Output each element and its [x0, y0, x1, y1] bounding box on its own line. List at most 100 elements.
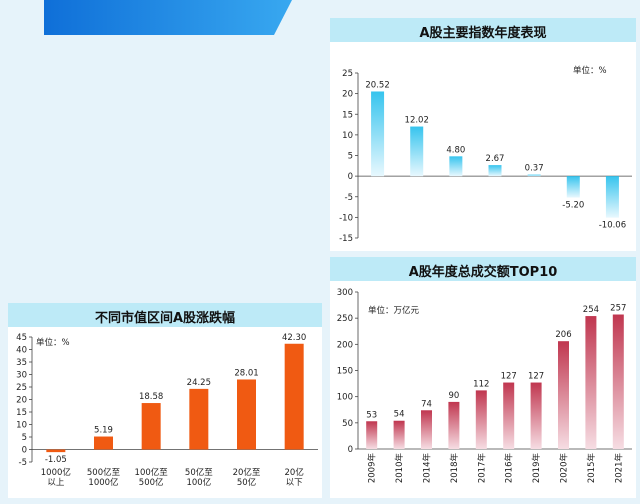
x-tick-label: 2009年	[367, 453, 378, 484]
data-label: -5.20	[562, 201, 584, 211]
x-tick-label: 2018年	[449, 453, 460, 484]
index-chart-title: A股主要指数年度表现	[419, 26, 547, 41]
bar	[527, 174, 541, 177]
x-tick-label: 2014年	[422, 453, 433, 484]
index-title-bar	[330, 18, 636, 42]
bar	[475, 390, 487, 449]
data-label: 90	[448, 391, 459, 401]
data-label: 112	[473, 379, 489, 389]
y-tick-label: 15	[16, 408, 27, 418]
y-tick-label: 0	[348, 445, 353, 455]
data-label: -10.06	[599, 221, 626, 231]
bar	[558, 341, 569, 449]
y-tick-label: -10	[339, 213, 353, 223]
y-tick-label: 5	[348, 152, 353, 162]
marketcap-panel: 不同市值区间A股涨跌幅 单位：% 45 40 35 30 25 20 15 10 5 0 -5 -1.…	[8, 303, 322, 498]
index-chart: 2520151050-5-10-1520.52中证100012.02创业板指4.…	[339, 69, 632, 244]
y-tick-label: 30	[16, 371, 27, 381]
y-tick-label: 10	[342, 131, 353, 141]
x-tick-label: 100亿至	[135, 467, 169, 478]
data-label: 28.01	[234, 368, 258, 378]
bar	[410, 126, 424, 177]
x-tick-label: 1000亿	[41, 467, 71, 478]
volume-unit-label: 单位：万亿元	[368, 306, 420, 316]
x-tick-label: 20亿	[285, 467, 304, 478]
bar	[503, 382, 515, 449]
bar	[585, 316, 597, 449]
bar	[366, 421, 378, 449]
bar	[237, 379, 256, 450]
data-label: 206	[555, 330, 571, 340]
bar	[46, 449, 66, 453]
y-tick-label: 40	[16, 346, 27, 356]
bar	[421, 410, 432, 449]
y-tick-label: 10	[16, 421, 27, 431]
bar	[612, 314, 624, 449]
volume-panel: A股年度总成交额TOP10 单位：万亿元 300 250 200 150 100 50 0 5…	[330, 257, 636, 498]
y-tick-label: 0	[348, 172, 353, 182]
marketcap-title-bar	[8, 303, 322, 327]
y-tick-label: 300	[337, 288, 353, 298]
index-performance-panel: A股主要指数年度表现 单位：% 2520151050-5-10-1520.52中…	[330, 18, 636, 251]
bar	[530, 382, 542, 449]
bar	[94, 436, 113, 450]
x-tick-label: 2010年	[394, 453, 405, 484]
data-label: -1.05	[45, 455, 67, 465]
y-tick-label: 250	[337, 314, 353, 324]
data-label: 12.02	[405, 116, 429, 126]
data-label: 0.37	[525, 164, 544, 174]
x-tick-label: 1000亿	[88, 477, 118, 488]
y-tick-label: 25	[342, 69, 353, 79]
y-tick-label: 15	[342, 110, 353, 120]
data-label: 4.80	[446, 145, 465, 155]
y-tick-label: 20	[342, 90, 353, 100]
data-label: 5.19	[94, 426, 113, 436]
data-label: 53	[366, 410, 377, 420]
x-tick-label: 500亿至	[87, 467, 121, 478]
marketcap-chart-title: 不同市值区间A股涨跌幅	[94, 311, 236, 326]
data-label: 74	[421, 399, 432, 409]
y-tick-label: 100	[337, 393, 353, 403]
data-label: 42.30	[282, 333, 306, 343]
volume-title-bar	[330, 257, 636, 281]
y-tick-label: 150	[337, 367, 353, 377]
data-label: 24.25	[187, 378, 211, 388]
data-label: 257	[610, 304, 626, 314]
y-tick-label: 50	[342, 419, 353, 429]
y-tick-label: 0	[22, 446, 27, 456]
marketcap-unit-label: 单位：%	[36, 338, 70, 348]
data-label: 18.58	[139, 392, 163, 402]
volume-chart: 300 250 200 150 100 50 0 53 2009年 54 2010年 74 2014年 9…	[337, 288, 632, 484]
bar	[189, 388, 209, 450]
bar	[448, 401, 460, 449]
bar	[284, 343, 304, 450]
data-label: 20.52	[365, 80, 389, 90]
x-tick-label: 500亿	[139, 477, 164, 488]
y-tick-label: 20	[16, 396, 27, 406]
index-unit-label: 单位：%	[573, 66, 607, 76]
y-tick-label: 35	[16, 358, 27, 368]
volume-chart-title: A股年度总成交额TOP10	[408, 265, 558, 280]
x-tick-label: 2016年	[504, 453, 515, 484]
bar	[566, 176, 580, 198]
header-banner	[44, 0, 292, 35]
x-tick-label: 20亿至	[233, 467, 261, 478]
x-tick-label: 2021年	[613, 453, 624, 484]
x-tick-label: 50亿	[237, 477, 256, 488]
y-tick-label: 200	[337, 340, 353, 350]
x-tick-label: 100亿	[186, 477, 211, 488]
bar	[371, 91, 385, 177]
x-tick-label: 2020年	[559, 453, 570, 484]
x-tick-label: 50亿至	[185, 467, 213, 478]
bar	[141, 403, 161, 450]
y-tick-label: 5	[22, 433, 27, 443]
bar	[488, 165, 502, 177]
data-label: 2.67	[486, 154, 505, 164]
bar	[449, 156, 463, 177]
bar	[605, 176, 619, 218]
data-label: 127	[501, 372, 517, 382]
data-label: 127	[528, 372, 544, 382]
y-tick-label: -15	[339, 234, 353, 244]
x-tick-label: 2017年	[476, 453, 487, 484]
